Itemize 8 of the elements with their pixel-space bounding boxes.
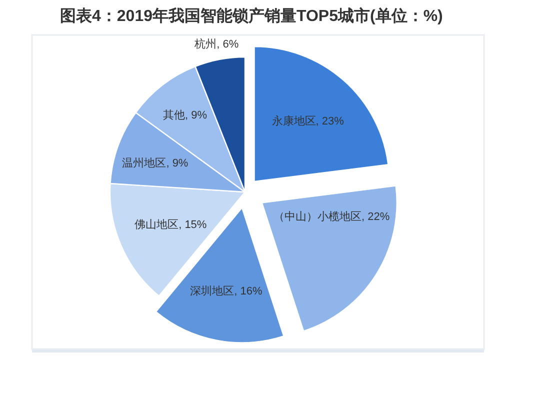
chart-title: 图表4：2019年我国智能锁产销量TOP5城市(单位：%) [60, 7, 443, 25]
slice-label: 永康地区, 23% [272, 114, 344, 128]
slice-label: 杭州, 6% [194, 37, 239, 50]
slice-label: （中山）小榄地区, 22% [273, 210, 390, 223]
slice-label: 其他, 9% [163, 108, 208, 122]
slice-label: 佛山地区, 15% [134, 218, 207, 232]
slice-label: 温州地区, 9% [122, 156, 188, 170]
slice-label: 深圳地区, 16% [190, 284, 262, 298]
